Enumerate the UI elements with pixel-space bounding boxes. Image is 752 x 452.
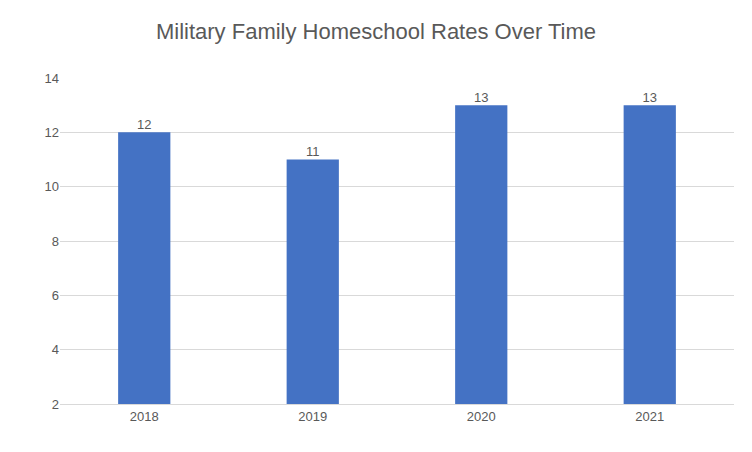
svg-text:13: 13 xyxy=(643,90,657,105)
svg-text:12: 12 xyxy=(45,125,59,140)
svg-text:2018: 2018 xyxy=(130,409,159,424)
svg-text:14: 14 xyxy=(45,71,59,86)
svg-text:2: 2 xyxy=(52,397,59,412)
svg-text:4: 4 xyxy=(52,342,59,357)
svg-text:11: 11 xyxy=(306,144,320,159)
svg-text:6: 6 xyxy=(52,288,59,303)
svg-text:13: 13 xyxy=(474,90,488,105)
svg-text:2021: 2021 xyxy=(635,409,664,424)
svg-text:8: 8 xyxy=(52,234,59,249)
svg-text:10: 10 xyxy=(45,179,59,194)
svg-text:2019: 2019 xyxy=(298,409,327,424)
svg-text:Military Family Homeschool Rat: Military Family Homeschool Rates Over Ti… xyxy=(156,19,596,44)
svg-text:2020: 2020 xyxy=(467,409,496,424)
svg-text:12: 12 xyxy=(137,117,151,132)
